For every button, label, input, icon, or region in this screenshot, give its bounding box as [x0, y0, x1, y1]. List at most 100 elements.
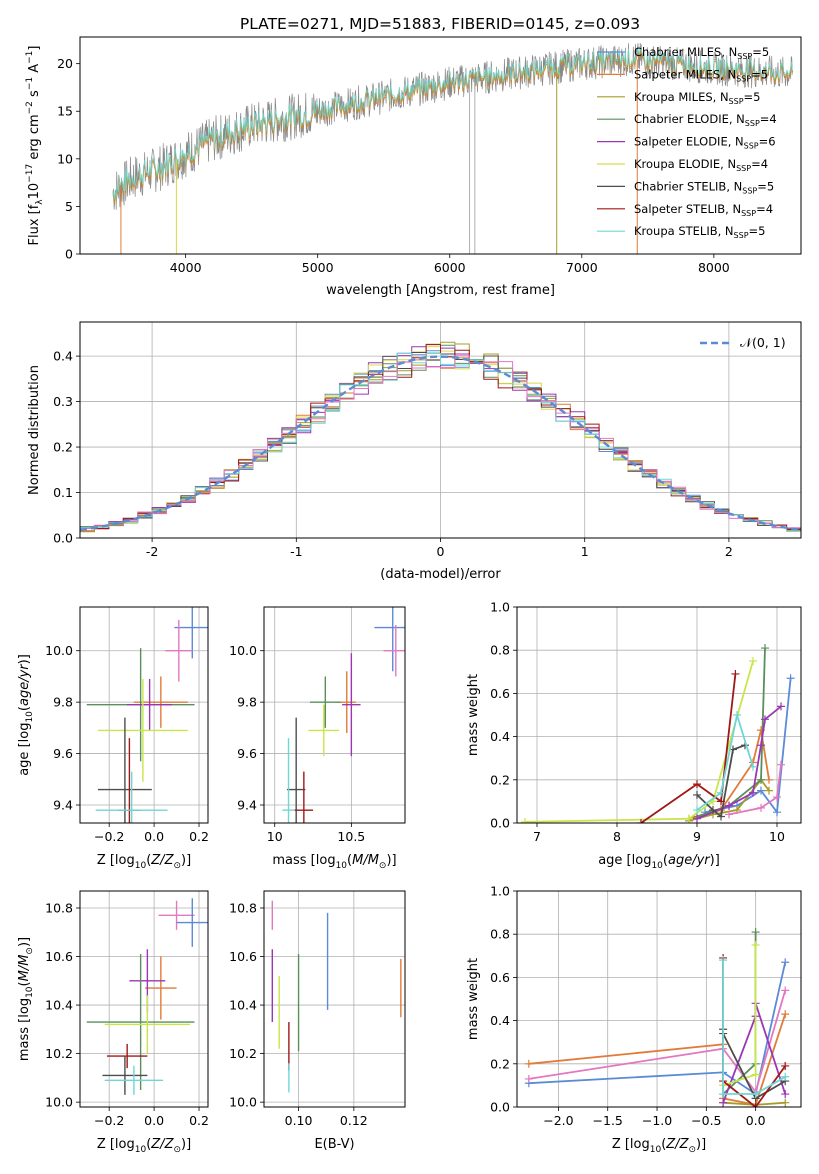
y-axis-label: mass weight — [466, 958, 481, 1040]
x-axis-label: Z [log10(Z/Z⊙)] — [97, 853, 191, 871]
legend-label: Salpeter ELODIE, NSSP=6 — [634, 135, 776, 151]
weight-marker — [751, 1090, 760, 1099]
mass_vs_Z-panel: −0.2 0.0 0.2 10.0 10.2 10.4 10.6 10.8 Z [log10(Z… — [17, 890, 209, 1155]
y-axis-label: Flux [fλ10−17 erg cm−2 s−1 A−1] — [25, 46, 45, 246]
weight-marker — [749, 657, 757, 665]
y-tick-label: 10.0 — [45, 1095, 73, 1110]
spectrum-plot-area — [112, 42, 794, 254]
x-axis-label: age [log10(age/yr)] — [598, 853, 720, 871]
weight-marker — [757, 741, 765, 750]
weight-marker — [693, 780, 701, 789]
x-tick-label: 2 — [725, 544, 733, 559]
x-axis-label: Z [log10(Z/Z⊙)] — [612, 1137, 706, 1155]
x-axis-label: wavelength [Angstrom, rest frame] — [326, 283, 555, 298]
age_vs_mass-panel: 10 10.5 9.4 9.6 9.8 10.0 mass [log10(M/M⊙)] — [229, 606, 406, 871]
y-axis-label: mass [log10(M/M⊙)] — [17, 937, 35, 1061]
weight-marker — [781, 1010, 790, 1019]
y-tick-label: 10.6 — [229, 949, 257, 964]
axes-frame — [79, 321, 802, 539]
weight-marker — [751, 941, 760, 949]
y-tick-label: 0 — [65, 247, 73, 262]
y-tick-label: 10.4 — [229, 998, 257, 1013]
x-tick-label: -1 — [290, 544, 302, 559]
weight-marker — [765, 775, 773, 784]
weight-marker — [781, 1090, 790, 1099]
y-tick-label: 0.6 — [490, 686, 510, 701]
legend-label: Kroupa ELODIE, NSSP=4 — [634, 157, 768, 173]
weight-line — [528, 990, 787, 1094]
weight-marker — [781, 986, 790, 995]
y-tick-label: 0.2 — [490, 772, 510, 787]
x-tick-label: 0.2 — [189, 829, 209, 844]
residuals-plot-area — [80, 322, 801, 538]
x-tick-label: 7000 — [566, 260, 598, 275]
x-tick-label: −0.2 — [94, 829, 124, 844]
weight-marker — [751, 1070, 760, 1079]
weight-marker — [765, 786, 773, 795]
y-tick-label: 0.8 — [490, 927, 510, 942]
y-tick-label: 10.8 — [229, 900, 257, 915]
x-tick-label: 5000 — [302, 260, 334, 275]
x-tick-label: −0.2 — [94, 1113, 124, 1128]
weight-marker — [757, 786, 765, 795]
legend-label: Chabrier STELIB, NSSP=5 — [634, 179, 774, 195]
weight-line — [696, 714, 754, 811]
y-tick-label: 0.4 — [53, 349, 73, 364]
y-tick-label: 10.2 — [229, 1046, 257, 1061]
weight-line — [528, 962, 787, 1096]
weight-marker — [761, 715, 769, 724]
weight-marker — [749, 788, 757, 797]
weight-marker — [781, 1061, 790, 1070]
weight-marker — [751, 928, 760, 937]
y-tick-label: 10 — [57, 151, 73, 166]
legend-label: Kroupa MILES, NSSP=5 — [634, 90, 760, 106]
mass_vs_EBV-panel: 0.10 0.12 10.0 10.2 10.4 10.6 10.8 — [229, 890, 406, 1128]
y-tick-label: 10.0 — [45, 643, 73, 658]
axes-frame — [516, 890, 802, 1108]
y-axis-label: mass weight — [466, 674, 481, 756]
weight-marker — [719, 1090, 728, 1099]
weight-line — [728, 764, 782, 816]
x-axis-label: Z [log10(Z/Z⊙)] — [97, 1137, 191, 1155]
x-tick-label: 10 — [267, 829, 283, 844]
weight-marker — [693, 814, 701, 823]
weight-marker — [717, 812, 725, 821]
x-tick-label: 7 — [533, 829, 541, 844]
axes-frame — [516, 606, 802, 824]
legend-label: 𝒩(0, 1) — [740, 335, 786, 350]
weight-line — [640, 673, 737, 823]
y-tick-label: 0.4 — [490, 729, 510, 744]
age_vs_Z-panel: −0.2 0.0 0.2 9.4 9.6 9.8 10.0 Z [log10(Z/Z⊙)] ag… — [17, 606, 209, 871]
weight-marker — [717, 797, 725, 806]
y-tick-label: 10.2 — [45, 1046, 73, 1061]
x-tick-label: 0 — [437, 544, 445, 559]
weight-marker — [781, 958, 790, 967]
y-tick-label: 20 — [57, 56, 73, 71]
age_vs_Z-plot-area — [80, 607, 208, 823]
weight-marker — [725, 801, 733, 810]
x-tick-label: 4000 — [170, 260, 202, 275]
y-tick-label: 5 — [65, 199, 73, 214]
weight-marker — [757, 803, 765, 812]
x-axis-label: mass [log10(M/M⊙)] — [272, 853, 396, 871]
spectrum-legend: Chabrier MILES, NSSP=5 Salpeter MILES, NS… — [597, 45, 777, 240]
weight-marker — [777, 702, 785, 711]
weight-marker — [731, 669, 740, 678]
weight-marker — [693, 806, 701, 815]
y-axis-label: age [log10(age/yr)] — [17, 654, 35, 776]
x-tick-label: 8000 — [698, 260, 730, 275]
x-tick-label: −0.5 — [691, 1113, 721, 1128]
x-tick-label: −2.0 — [543, 1113, 573, 1128]
y-tick-label: 0.0 — [490, 1100, 510, 1115]
weight-marker — [521, 817, 529, 823]
x-tick-label: 6000 — [434, 260, 466, 275]
weight-marker — [717, 788, 725, 797]
y-tick-label: 0.1 — [53, 485, 73, 500]
weight-marker — [749, 762, 757, 771]
x-tick-label: 0.10 — [285, 1113, 313, 1128]
y-tick-label: 0.8 — [490, 643, 510, 658]
spectrum-panel: 4000 5000 6000 7000 8000 0 5 10 15 20 Chabrier MIL… — [25, 36, 802, 298]
weight-marker — [719, 956, 728, 965]
weight-marker — [685, 814, 693, 823]
